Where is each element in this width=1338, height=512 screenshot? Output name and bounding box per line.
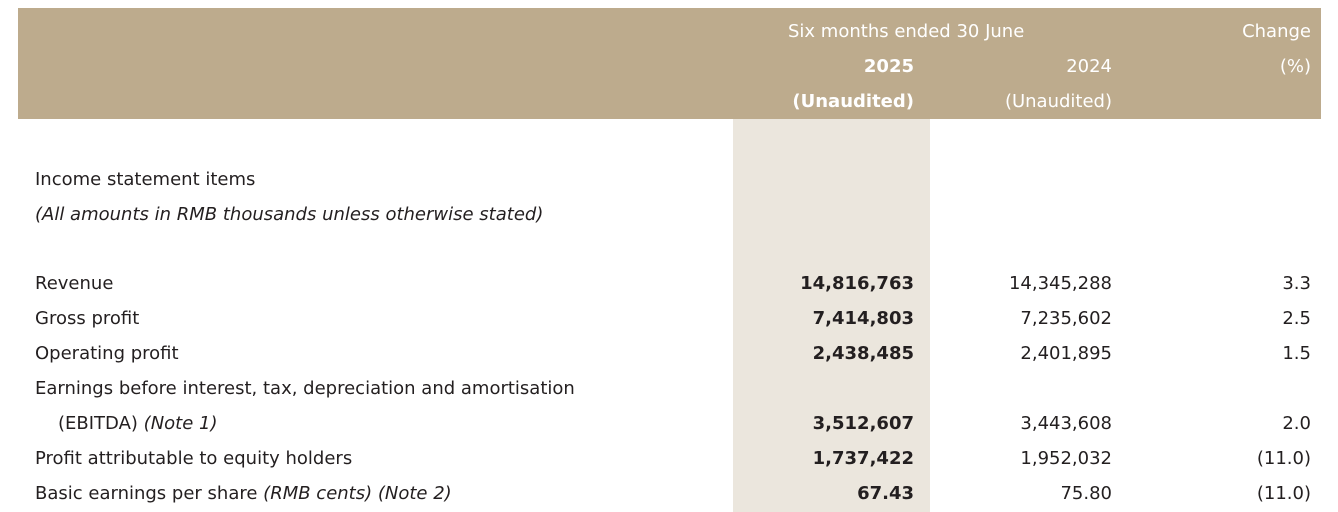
- row-prior-value: 14,345,288: [1008, 273, 1112, 294]
- row-current-value: 2,438,485: [812, 343, 914, 364]
- row-label: Earnings before interest, tax, depreciat…: [35, 378, 575, 399]
- row-label: Profit attributable to equity holders: [35, 448, 352, 470]
- row-label: Revenue: [35, 273, 113, 295]
- period-heading: Six months ended 30 June: [788, 21, 1025, 42]
- section-title: Income statement items: [35, 169, 256, 190]
- change-unit: (%): [1279, 56, 1311, 77]
- year-current: 2025: [863, 56, 914, 77]
- row-change-value: 1.5: [1282, 343, 1311, 364]
- row-change-value: (11.0): [1256, 483, 1311, 504]
- row-current-value: 67.43: [857, 483, 914, 504]
- row-label: Basic earnings per share (RMB cents) (No…: [35, 483, 452, 505]
- row-label-note: (RMB cents) (Note 2): [263, 483, 452, 504]
- row-current-value: 1,737,422: [812, 448, 914, 469]
- year-prior: 2024: [1066, 56, 1112, 77]
- row-change-value: 2.0: [1282, 413, 1311, 434]
- row-label-text: Basic earnings per share: [35, 483, 258, 504]
- row-label-note: (Note 1): [143, 413, 218, 434]
- row-prior-value: 2,401,895: [1020, 343, 1112, 364]
- row-label-text: Gross profit: [35, 308, 140, 329]
- row-prior-value: 1,952,032: [1020, 448, 1112, 469]
- row-change-value: 3.3: [1282, 273, 1311, 294]
- row-current-value: 14,816,763: [800, 273, 914, 294]
- row-change-value: (11.0): [1256, 448, 1311, 469]
- section-note: (All amounts in RMB thousands unless oth…: [35, 204, 544, 225]
- table-header-band: [18, 8, 1321, 119]
- current-period-highlight-column: [733, 119, 930, 512]
- row-change-value: 2.5: [1282, 308, 1311, 329]
- change-heading: Change: [1242, 21, 1311, 42]
- row-label-text: Profit attributable to equity holders: [35, 448, 353, 469]
- row-label-abbrev: (EBITDA): [58, 413, 138, 434]
- row-current-value: 3,512,607: [812, 413, 914, 434]
- row-label-text: Revenue: [35, 273, 114, 294]
- row-prior-value: 7,235,602: [1020, 308, 1112, 329]
- row-current-value: 7,414,803: [812, 308, 914, 329]
- audit-current: (Unaudited): [792, 91, 914, 112]
- row-label: Operating profit: [35, 343, 179, 365]
- row-label: Gross profit: [35, 308, 139, 330]
- row-label-text: Operating profit: [35, 343, 179, 364]
- row-prior-value: 3,443,608: [1020, 413, 1112, 434]
- row-label-continued: (EBITDA) (Note 1): [58, 413, 218, 435]
- row-prior-value: 75.80: [1060, 483, 1112, 504]
- audit-prior: (Unaudited): [1004, 91, 1112, 112]
